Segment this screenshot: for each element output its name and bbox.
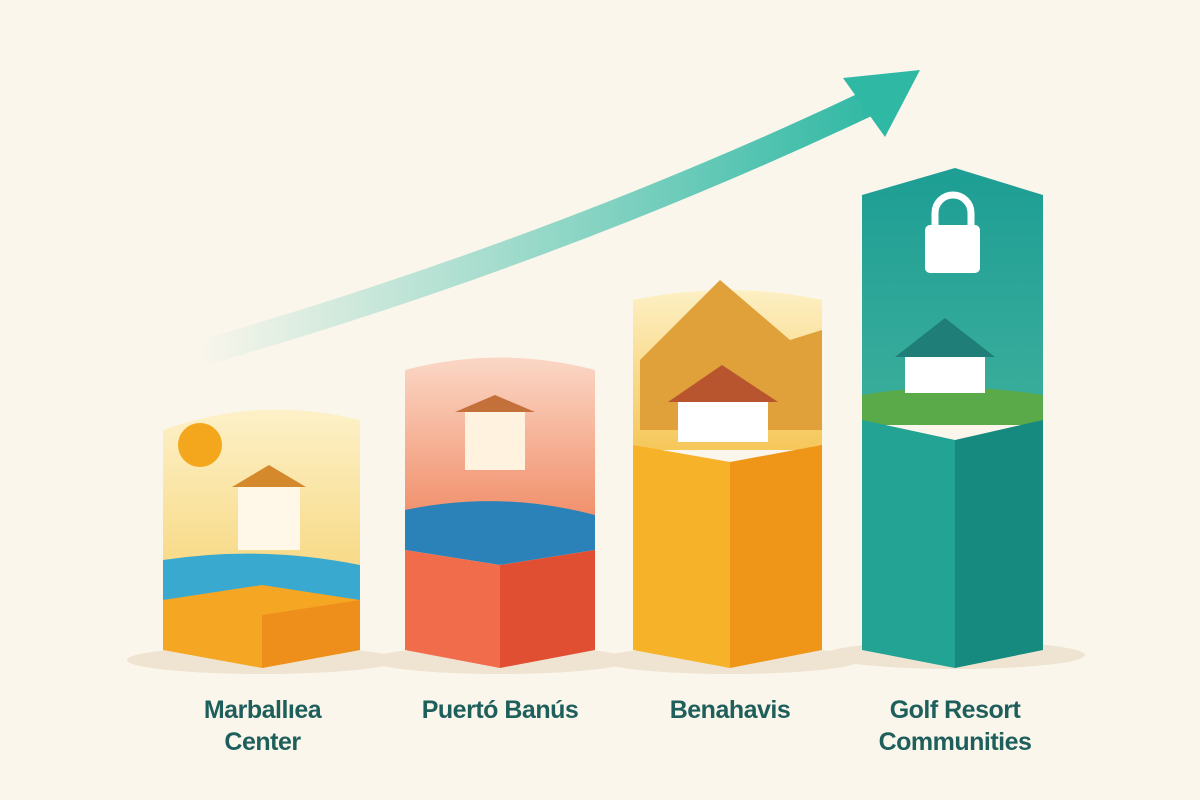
label-line: Communities — [878, 728, 1032, 756]
bar-label-benahavis: Benahavis — [615, 694, 845, 726]
sun-icon — [178, 423, 222, 467]
bar-label-golf-resort: Golf Resort Communities — [840, 694, 1070, 758]
bar-marbella-center — [163, 409, 360, 668]
lock-icon — [925, 225, 980, 273]
building-icon — [465, 410, 525, 470]
house-icon — [678, 400, 768, 442]
house-icon — [905, 355, 985, 393]
bar-puerto-banus — [405, 357, 595, 668]
bar-label-puerto-banus: Puertó Banús — [385, 694, 615, 726]
label-line: Marballıea — [203, 696, 322, 724]
bar-benahavis — [633, 280, 822, 668]
label-line: Puertó Banús — [421, 696, 579, 724]
label-line: Benahavis — [669, 696, 791, 724]
bar-label-marbella-center: Marballıea Center — [150, 694, 375, 758]
label-line: Golf Resort — [889, 696, 1021, 724]
bar-golf-resort-communities — [862, 168, 1043, 668]
label-line: Center — [224, 728, 301, 756]
building-icon — [238, 485, 300, 550]
trend-arrow-icon — [191, 70, 920, 368]
